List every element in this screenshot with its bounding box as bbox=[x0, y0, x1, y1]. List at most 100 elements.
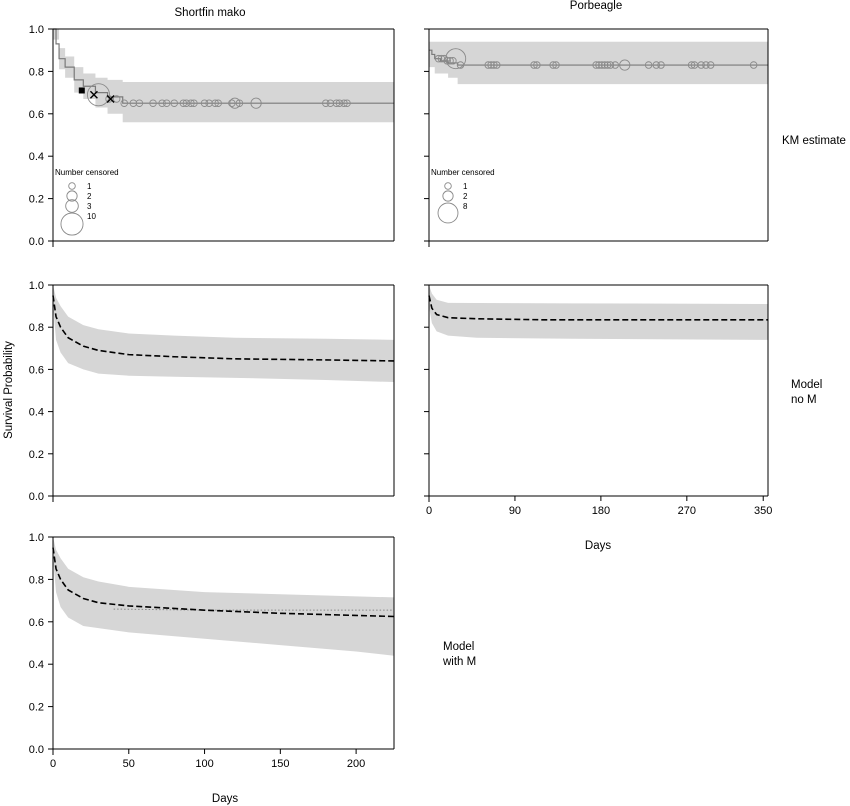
censored-marker bbox=[235, 99, 244, 107]
row-label-no-m-line1: Model bbox=[791, 379, 822, 391]
censored-marker bbox=[652, 61, 661, 69]
censored-marker bbox=[493, 61, 501, 69]
censored-marker bbox=[443, 57, 451, 65]
legend-title: Number censored bbox=[55, 168, 119, 177]
confidence-band bbox=[53, 285, 394, 383]
row-label-km: KM estimate bbox=[782, 135, 846, 147]
censored-marker bbox=[552, 61, 560, 69]
censored-marker bbox=[687, 61, 696, 69]
reference-dotted-line bbox=[113, 608, 394, 611]
y-tick-label: 0.8 bbox=[29, 574, 44, 586]
censored-marker bbox=[600, 61, 609, 69]
censored-marker bbox=[697, 61, 705, 69]
x-tick-label: 90 bbox=[509, 505, 521, 517]
censored-marker bbox=[533, 61, 541, 69]
y-tick-label: 0.4 bbox=[29, 407, 44, 419]
legend-entry: 10 bbox=[87, 212, 96, 221]
model-estimate-line bbox=[52, 547, 395, 618]
censored-marker bbox=[449, 57, 457, 65]
x-tick-label: 200 bbox=[347, 758, 365, 770]
y-tick-label: 0.0 bbox=[29, 236, 44, 248]
km-estimate-line bbox=[53, 28, 394, 104]
legend-entry: 2 bbox=[463, 192, 468, 201]
censored-marker bbox=[187, 99, 195, 107]
censored-marker bbox=[105, 95, 113, 103]
legend-circle bbox=[65, 199, 79, 213]
censored-marker bbox=[228, 99, 236, 107]
row-label-km-line1: KM estimate bbox=[782, 135, 846, 147]
y-tick-label: 0.2 bbox=[29, 449, 44, 461]
censored-marker bbox=[343, 99, 351, 107]
x-tick-label: 150 bbox=[271, 758, 289, 770]
censored-marker bbox=[595, 61, 603, 69]
censored-marker bbox=[214, 99, 222, 107]
confidence-band bbox=[53, 537, 394, 656]
censored-marker bbox=[112, 95, 121, 103]
censored-marker bbox=[322, 99, 330, 107]
censored-marker bbox=[120, 99, 128, 107]
legend-circle bbox=[66, 190, 78, 202]
square-marker bbox=[78, 87, 85, 94]
legend-circle bbox=[60, 212, 84, 236]
row-label-no-m: Model no M bbox=[791, 379, 826, 406]
censored-marker bbox=[200, 99, 209, 107]
legend-circle bbox=[437, 202, 459, 224]
y-tick-label: 0.8 bbox=[29, 322, 44, 334]
panel-mako-with-m: 0.0 0.2 0.4 0.6 0.8 1.0 0 50 100 150 200 bbox=[29, 532, 395, 770]
panel-porbeagle-no-m: 0 90 180 270 350 bbox=[424, 284, 772, 517]
legend-circle bbox=[442, 190, 454, 202]
x-tick-label: 100 bbox=[195, 758, 213, 770]
panel-porbeagle-km: Number censored 128 bbox=[424, 28, 769, 247]
censored-marker bbox=[611, 61, 619, 69]
censored-marker bbox=[592, 61, 600, 69]
y-tick-label: 0.2 bbox=[29, 194, 44, 206]
y-tick-label: 1.0 bbox=[29, 24, 44, 36]
y-tick-label: 0.4 bbox=[29, 151, 44, 163]
legend-entry: 1 bbox=[463, 182, 468, 191]
legend-entry: 1 bbox=[87, 182, 92, 191]
censored-marker bbox=[211, 99, 219, 107]
y-tick-label: 0.6 bbox=[29, 617, 44, 629]
censored-marker bbox=[487, 61, 495, 69]
x-tick-label: 50 bbox=[123, 758, 135, 770]
x-axis-label-mako: Days bbox=[212, 793, 238, 805]
censored-marker bbox=[129, 99, 138, 107]
legend-circle bbox=[444, 182, 452, 190]
legend-title: Number censored bbox=[431, 168, 495, 177]
model-estimate-line bbox=[428, 295, 768, 321]
censored-marker bbox=[490, 61, 498, 69]
y-tick-label: 0.2 bbox=[29, 702, 44, 714]
row-label-with-m: Model with M bbox=[442, 641, 478, 668]
legend-entry: 8 bbox=[463, 202, 468, 211]
x-axis-label-porbeagle: Days bbox=[585, 540, 611, 552]
censored-marker bbox=[530, 61, 538, 69]
censored-marker bbox=[149, 99, 157, 107]
x-tick-label: 350 bbox=[754, 505, 772, 517]
row-label-with-m-line2: with M bbox=[442, 656, 476, 668]
censored-marker bbox=[484, 61, 492, 69]
censored-marker bbox=[619, 59, 631, 71]
censored-marker bbox=[749, 61, 758, 69]
censored-marker bbox=[335, 99, 344, 107]
censored-marker bbox=[702, 61, 710, 69]
model-estimate-line bbox=[52, 295, 395, 362]
x-tick-label: 0 bbox=[426, 505, 432, 517]
row-label-with-m-line1: Model bbox=[443, 641, 474, 653]
censored-marker bbox=[603, 61, 612, 69]
panel-mako-no-m: 0.0 0.2 0.4 0.6 0.8 1.0 bbox=[29, 280, 395, 503]
y-tick-label: 0.0 bbox=[29, 744, 44, 756]
censored-marker bbox=[326, 99, 335, 107]
legend-entry: 3 bbox=[87, 202, 92, 211]
censored-marker bbox=[182, 99, 191, 107]
y-tick-label: 0.6 bbox=[29, 109, 44, 121]
title-shortfin-mako: Shortfin mako bbox=[175, 7, 246, 19]
legend-entry: 2 bbox=[87, 192, 92, 201]
y-tick-label: 1.0 bbox=[29, 280, 44, 292]
censored-marker bbox=[606, 61, 615, 69]
censored-marker bbox=[598, 61, 606, 69]
censored-marker bbox=[456, 61, 465, 69]
row-label-no-m-line2: no M bbox=[791, 394, 817, 406]
y-tick-label: 0.6 bbox=[29, 364, 44, 376]
